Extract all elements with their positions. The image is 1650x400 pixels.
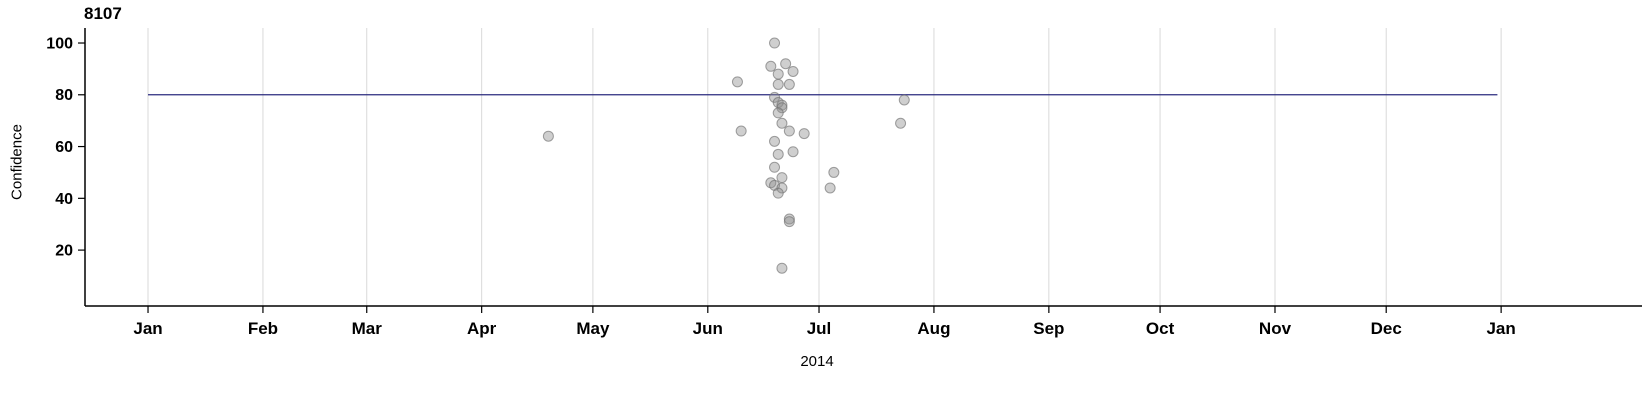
data-points	[542, 37, 910, 274]
x-tick-label: May	[576, 319, 610, 338]
data-point	[735, 125, 747, 137]
x-tick-label: Oct	[1146, 319, 1175, 338]
data-point	[824, 182, 836, 194]
x-tick-label: Apr	[467, 319, 497, 338]
y-tick-label: 80	[55, 87, 73, 104]
data-point	[783, 78, 795, 90]
data-point	[772, 68, 784, 80]
x-tick-label: Jan	[1486, 319, 1515, 338]
data-point	[772, 78, 784, 90]
data-point	[783, 213, 795, 225]
chart-title: 8107	[84, 4, 122, 23]
data-point	[765, 60, 777, 72]
data-point	[776, 117, 788, 129]
y-axis-ticks: 20 40 60 80 100	[46, 35, 85, 260]
data-point	[542, 130, 554, 142]
data-point	[783, 216, 795, 228]
y-tick-label: 60	[55, 139, 73, 156]
data-point	[769, 161, 781, 173]
data-point	[776, 262, 788, 274]
x-axis-label: 2014	[800, 353, 834, 370]
data-point	[769, 37, 781, 49]
x-tick-label: Sep	[1033, 319, 1064, 338]
x-tick-label: Nov	[1259, 319, 1292, 338]
data-point	[898, 94, 910, 106]
x-tick-label: Aug	[917, 319, 950, 338]
x-tick-label: Jan	[133, 319, 162, 338]
data-point	[772, 187, 784, 199]
data-point	[787, 146, 799, 158]
data-point	[787, 65, 799, 77]
x-tick-label: Jul	[807, 319, 832, 338]
data-point	[772, 107, 784, 119]
data-point	[783, 125, 795, 137]
data-point	[798, 128, 810, 140]
data-point	[828, 166, 840, 178]
x-tick-label: Dec	[1371, 319, 1402, 338]
gridlines	[147, 28, 1502, 306]
y-tick-label: 40	[55, 191, 73, 208]
y-tick-label: 20	[55, 243, 73, 260]
data-point	[731, 76, 743, 88]
data-point	[776, 172, 788, 184]
x-axis-ticks: Jan Feb Mar Apr May Jun Jul Aug Sep Oct Nov Dec Jan	[133, 306, 1516, 338]
x-tick-label: Mar	[352, 319, 383, 338]
x-tick-label: Jun	[693, 319, 723, 338]
data-point	[769, 135, 781, 147]
y-tick-label: 100	[46, 35, 73, 52]
x-tick-label: Feb	[248, 319, 278, 338]
data-point	[895, 117, 907, 129]
data-point	[772, 148, 784, 160]
data-point	[780, 58, 792, 70]
